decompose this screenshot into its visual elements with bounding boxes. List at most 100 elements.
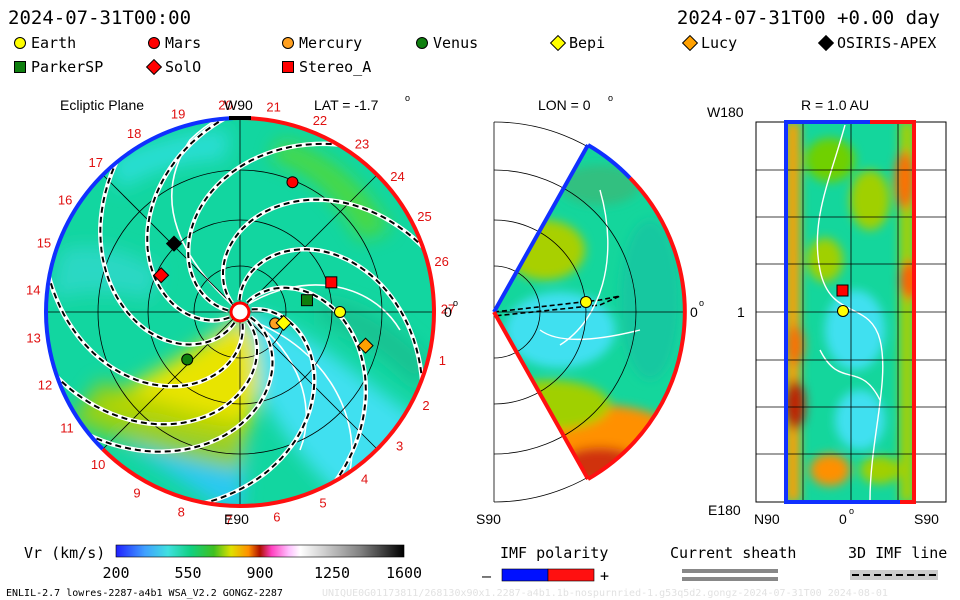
carrington-tick-label: 7 — [225, 513, 232, 528]
imf-spiral-line — [238, 248, 424, 394]
meridional-earth-marker — [580, 296, 592, 308]
polarity-arc — [44, 116, 234, 451]
carrington-tick-label: 6 — [273, 510, 280, 525]
footer-model-info: ENLIL-2.7 lowres-2287-a4b1 WSA_V2.2 GONG… — [6, 588, 283, 599]
imf-spiral-line — [99, 149, 236, 346]
radial-bottom-left: E180 — [708, 502, 741, 518]
ecliptic-right-sup: o — [453, 298, 458, 308]
meridional-panel: LON = 0 o S90 0 o — [476, 93, 704, 527]
colorbar-tick-label: 550 — [174, 564, 201, 582]
ecliptic-stereo-a-marker — [325, 276, 338, 289]
polarity-arc — [101, 447, 241, 508]
legend-bepi-label: Bepi — [569, 34, 605, 52]
legend-mercury-label: Mercury — [299, 34, 362, 52]
legend-earth-symbol — [14, 37, 26, 49]
ecliptic-venus-marker — [181, 353, 194, 366]
body-legend: Earth Mars Mercury Venus Bepi Lucy OSIRIS-APEX… — [14, 34, 936, 76]
ecliptic-title: Ecliptic Plane — [60, 97, 144, 113]
carrington-tick-label: 11 — [60, 420, 74, 435]
current-sheath-line-2 — [682, 577, 778, 581]
ecliptic-bodies — [153, 176, 374, 366]
carrington-tick-label: 18 — [127, 126, 141, 141]
legend-lucy-symbol — [681, 34, 699, 52]
polarity-arc — [233, 116, 436, 508]
header-right-time: 2024-07-31T00 +0.00 day — [677, 7, 940, 29]
legend-parkersp-label: ParkerSP — [31, 58, 103, 76]
imf-spiral-line — [187, 142, 352, 312]
radial-earth-marker — [837, 305, 849, 317]
carrington-tick-label: 16 — [58, 192, 72, 207]
legend-mercury-symbol — [282, 37, 294, 49]
carrington-tick-label: 21 — [266, 100, 280, 115]
colorbar-label: Vr (km/s) — [24, 544, 105, 562]
legend-stereo-a-label: Stereo_A — [299, 58, 371, 76]
ecliptic-earth-marker — [334, 306, 346, 318]
ecliptic-polarity-ring — [44, 116, 436, 508]
imf-line-bg — [850, 570, 938, 580]
legend-solo-label: SolO — [165, 58, 201, 76]
carrington-tick-label: 3 — [396, 438, 403, 453]
legend-bepi-symbol — [549, 34, 567, 52]
imf-plus: + — [600, 567, 609, 585]
carrington-tick-label: 2 — [422, 398, 429, 413]
carrington-tick-label: 8 — [178, 505, 185, 520]
meridional-bottom-label: S90 — [476, 511, 501, 527]
carrington-tick-label: 9 — [133, 486, 140, 501]
radial-x-tick-sup: o — [849, 506, 854, 516]
radial-mid-left: 1 — [737, 304, 745, 320]
legend-osiris-apex-symbol — [817, 34, 835, 52]
legend-venus-label: Venus — [433, 34, 478, 52]
radial-top-left: W180 — [707, 104, 744, 120]
meridional-lon-label: LON = 0 — [538, 97, 591, 113]
carrington-tick-label: 22 — [313, 113, 327, 128]
legend-parkersp-symbol — [14, 61, 26, 73]
imf-legend: IMF polarity – + Current sheath 3D IMF l… — [482, 544, 947, 585]
legend-mars-symbol — [148, 37, 160, 49]
sun-marker — [229, 301, 251, 323]
colorbar-tick-label: 200 — [102, 564, 129, 582]
colorbar-gradient — [115, 544, 405, 558]
imf-spiral-line — [246, 286, 367, 493]
carrington-tick-label: 5 — [319, 496, 326, 511]
radial-border-red — [870, 120, 916, 504]
imf-spiral-line — [46, 263, 244, 388]
ecliptic-lat-label: LAT = -1.7 — [314, 97, 379, 113]
carrington-tick-label: 1 — [439, 353, 446, 368]
carrington-tick-label: 23 — [355, 137, 369, 152]
ecliptic-mars-marker — [286, 176, 299, 189]
imf-spiral-line — [46, 320, 258, 426]
carrington-tick-label: 13 — [26, 331, 40, 346]
imf-polarity-label: IMF polarity — [500, 544, 608, 562]
imf-spiral-line — [146, 118, 237, 322]
ecliptic-top-label: W90 — [224, 97, 253, 113]
carrington-tick-label: 19 — [171, 106, 185, 121]
ecliptic-right-label: 0 — [444, 304, 452, 320]
ecliptic-bottom-label: E90 — [224, 511, 249, 527]
carrington-tick-label: 26 — [434, 254, 448, 269]
ecliptic-solo-marker — [153, 267, 170, 284]
carrington-tick-label: 4 — [361, 472, 368, 487]
meridional-right-sup: o — [699, 298, 704, 308]
legend-osiris-apex-label: OSIRIS-APEX — [837, 34, 936, 52]
header-left-time: 2024-07-31T00:00 — [8, 7, 191, 29]
carrington-tick-label: 27 — [441, 302, 455, 317]
current-sheath-label: Current sheath — [670, 544, 796, 562]
ecliptic-parkersp-marker — [300, 294, 313, 307]
carrington-tick-label: 12 — [38, 378, 52, 393]
carrington-tick-label: 15 — [37, 236, 51, 251]
legend-venus-symbol — [416, 37, 428, 49]
ecliptic-lat-sup: o — [405, 93, 410, 103]
meridional-field — [494, 145, 686, 479]
imf-positive-swatch — [547, 568, 595, 582]
imf-negative-swatch — [501, 568, 549, 582]
imf-spiral-lines — [46, 118, 434, 506]
carrington-tick-label: 10 — [91, 457, 105, 472]
carrington-tick-label: 14 — [26, 283, 40, 298]
carrington-tick-label: 24 — [390, 169, 404, 184]
legend-lucy-label: Lucy — [701, 34, 737, 52]
legend-earth-label: Earth — [31, 34, 76, 52]
colorbar: Vr (km/s) 200 550 900 1250 1600 — [24, 544, 422, 582]
